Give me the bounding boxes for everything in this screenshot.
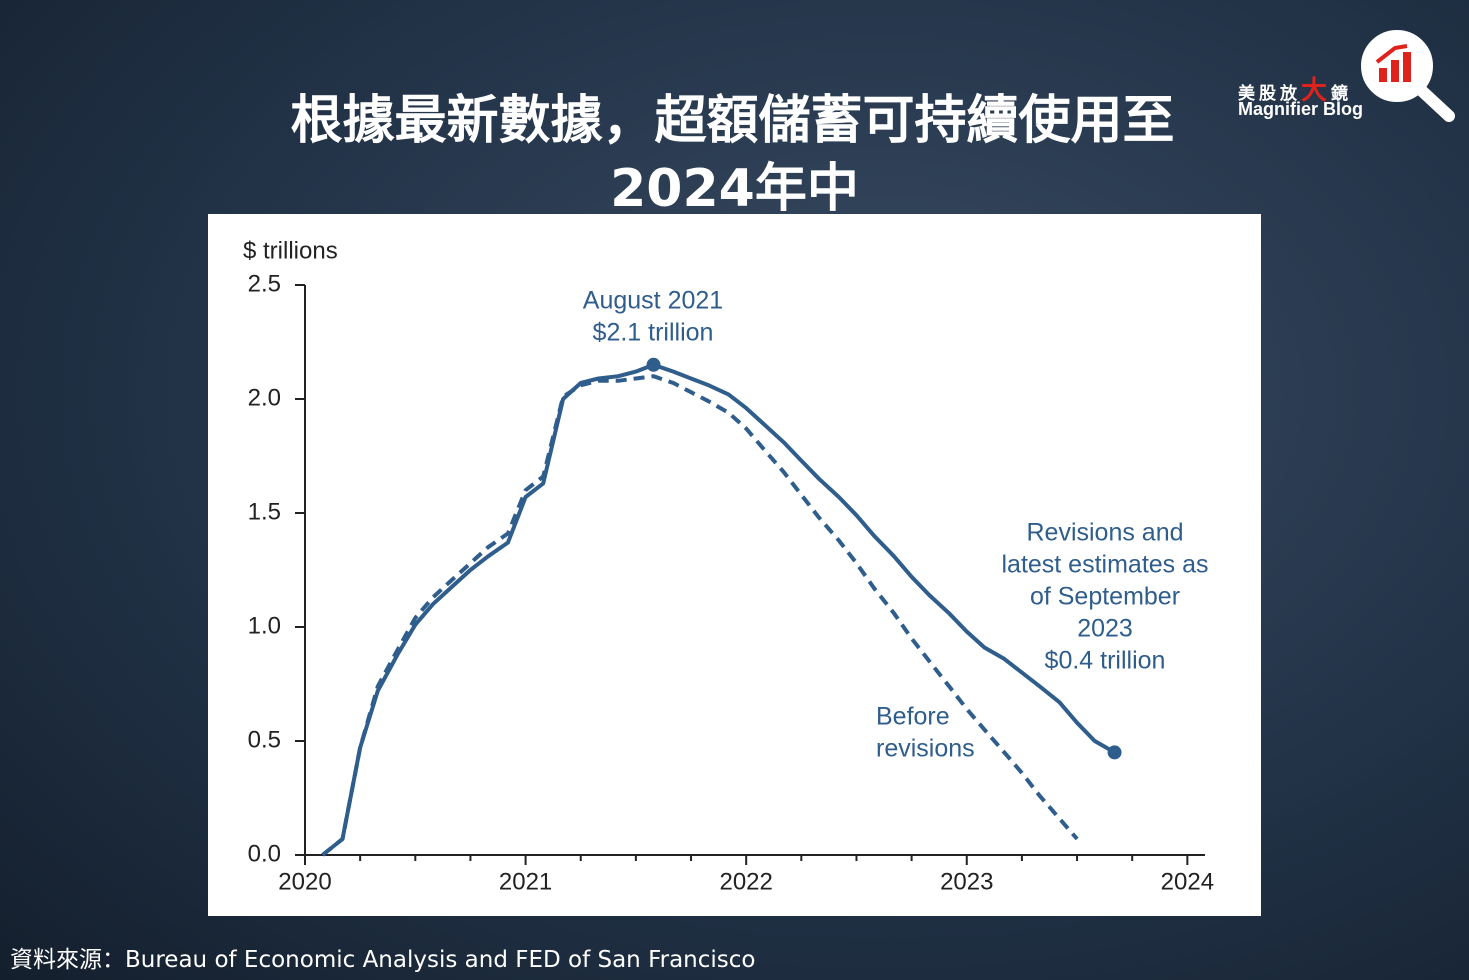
icon-bar (1379, 68, 1387, 82)
x-tick-label: 2021 (499, 868, 552, 895)
logo-icon (1361, 30, 1455, 122)
icon-bar (1403, 52, 1411, 82)
logo-text: 美股放 (1238, 84, 1301, 104)
title: 根據最新數據，超額儲蓄可持續使用至 (290, 91, 1175, 151)
annotation: Before (876, 703, 950, 731)
point-marker (1107, 745, 1122, 760)
annotation: of September (1030, 583, 1180, 611)
y-tick-label: 2.0 (248, 384, 281, 411)
x-tick-label: 2022 (719, 868, 772, 895)
y-tick-label: 2.5 (248, 270, 281, 297)
y-tick-label: 0.5 (248, 726, 281, 753)
data-line (321, 362, 1116, 857)
icon-arrow (1375, 44, 1408, 64)
logo-text: Magnifier Blog (1238, 99, 1363, 119)
y-tick-label: 1.0 (248, 612, 281, 639)
title: 2024年中 (610, 159, 859, 219)
annotation: August 2021 (583, 287, 723, 315)
icon-bar (1391, 60, 1399, 82)
annotation: $0.4 trillion (1045, 647, 1166, 675)
chart-panel (208, 214, 1261, 916)
logo-text: 大 (1301, 76, 1332, 106)
annotation: revisions (876, 735, 975, 763)
source: 資料來源：Bureau of Economic Analysis and FED… (10, 947, 756, 973)
x-tick-label: 2024 (1161, 868, 1214, 895)
x-tick-label: 2020 (278, 868, 331, 895)
annotation: 2023 (1077, 615, 1133, 643)
annotation: Revisions and (1026, 519, 1183, 547)
x-tick-label: 2023 (940, 868, 993, 895)
y-tick-label: 1.5 (248, 498, 281, 525)
logo-text: 美股放大鏡 (1238, 70, 1352, 107)
y-tick-label: 0.0 (248, 840, 281, 867)
handle (1415, 84, 1455, 122)
annotation: latest estimates as (1001, 551, 1208, 579)
y-axis-label: $ trillions (243, 237, 338, 264)
logo-text: 鏡 (1331, 84, 1353, 104)
annotation: $2.1 trillion (593, 319, 714, 347)
data-line (321, 374, 1079, 857)
point-marker (646, 357, 661, 372)
